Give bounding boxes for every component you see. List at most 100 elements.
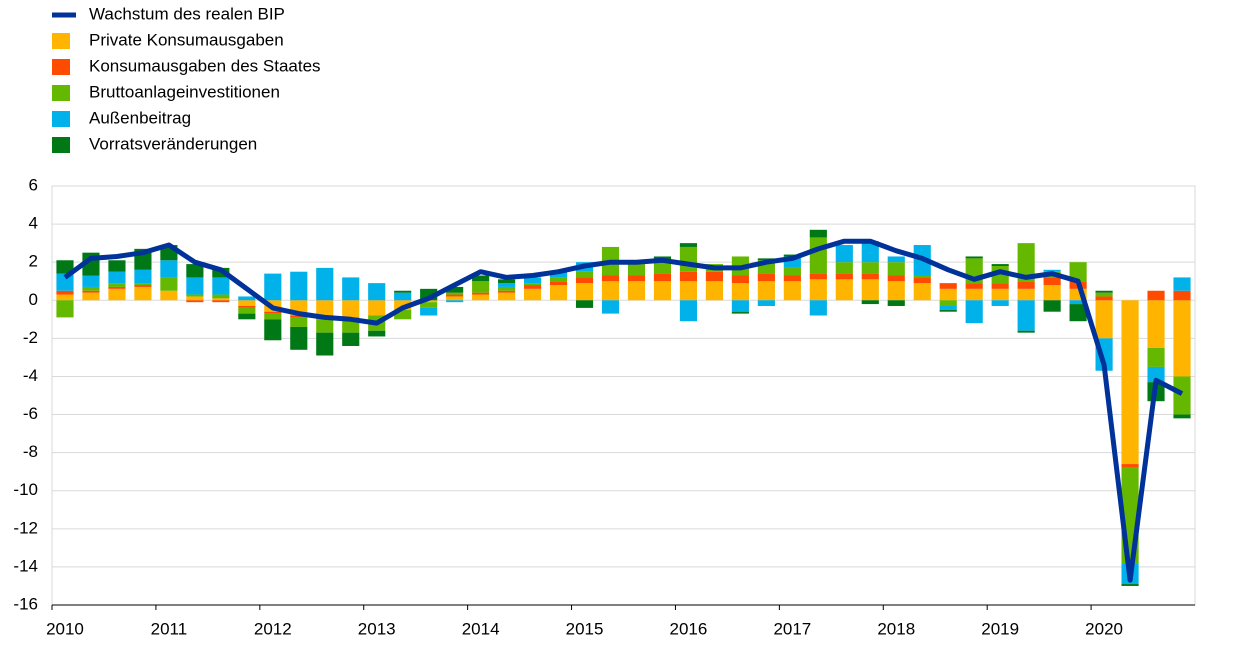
bar-segment: [264, 273, 282, 301]
bar-segment: [757, 281, 775, 301]
bar-segment: [420, 307, 438, 316]
bar-segment: [446, 286, 464, 293]
bar-segment: [420, 300, 438, 303]
y-tick-label: 6: [29, 175, 38, 194]
bar-segment: [679, 300, 698, 322]
bar-segment: [290, 271, 308, 301]
bar-segment: [939, 309, 957, 312]
bar-segment: [653, 262, 672, 274]
bar-segment: [472, 294, 490, 301]
bar-segment: [991, 300, 1009, 306]
bar-segment: [549, 277, 568, 282]
bar-segment: [783, 281, 801, 301]
bar-segment: [549, 281, 568, 286]
bar-segment: [653, 281, 672, 301]
y-tick-label: 4: [29, 214, 38, 233]
bar-segment: [498, 290, 516, 293]
bar-segment: [186, 300, 204, 303]
bar-segment: [991, 288, 1009, 301]
bar-segment: [731, 300, 749, 312]
bar-segment: [575, 271, 594, 278]
bar-segment: [887, 300, 905, 306]
y-tick-label: 0: [29, 290, 38, 309]
bar-segment: [1017, 300, 1035, 331]
bar-segment: [56, 273, 74, 291]
y-tick-label: -10: [13, 480, 38, 499]
bar-segment: [601, 300, 620, 314]
bar-segment: [1173, 277, 1191, 291]
y-tick-label: -6: [23, 404, 38, 423]
bar-segment: [394, 309, 412, 320]
bar-segment: [108, 271, 126, 284]
bar-segment: [1095, 300, 1113, 339]
bar-segment: [679, 271, 698, 282]
bar-segment: [1147, 366, 1165, 383]
bar-segment: [446, 296, 464, 301]
bar-segment: [575, 277, 594, 284]
bar-segment: [601, 281, 620, 301]
x-tick-label: 2012: [254, 619, 292, 638]
bar-segment: [783, 254, 801, 257]
bar-segment: [1069, 304, 1087, 322]
bar-segment: [913, 275, 931, 278]
bar-segment: [186, 277, 204, 295]
bar-segment: [264, 313, 282, 320]
bar-segment: [160, 260, 178, 278]
bar-segment: [783, 275, 801, 282]
bar-segment: [809, 237, 827, 274]
bar-segment: [939, 305, 957, 310]
legend-label: Wachstum des realen BIP: [89, 4, 285, 23]
bar-segment: [1017, 330, 1035, 333]
bar-segment: [108, 286, 126, 289]
bar-segment: [913, 277, 931, 284]
bar-segment: [1043, 269, 1061, 272]
bar-segment: [368, 283, 386, 301]
bar-segment: [627, 275, 646, 282]
bar-segment: [498, 279, 516, 284]
bar-segment: [56, 294, 74, 301]
bar-segment: [290, 317, 308, 327]
bar-segment: [212, 294, 230, 299]
bar-segment: [1147, 290, 1165, 301]
bar-segment: [316, 267, 334, 301]
x-tick-label: 2018: [877, 619, 915, 638]
bar-segment: [887, 262, 905, 276]
bar-segment: [134, 286, 152, 301]
bar-segment: [1095, 290, 1113, 293]
bar-segment: [757, 258, 775, 261]
bar-segment: [809, 279, 827, 301]
bar-segment: [1017, 281, 1035, 289]
bar-segment: [368, 330, 386, 337]
bar-segment: [82, 275, 100, 287]
bar-segment: [420, 302, 438, 308]
x-tick-label: 2015: [566, 619, 604, 638]
bar-segment: [238, 307, 256, 314]
bar-segment: [1121, 300, 1139, 465]
bar-segment: [56, 300, 74, 318]
bar-segment: [861, 273, 879, 280]
bar-segment: [1173, 290, 1191, 301]
y-tick-label: -14: [13, 556, 38, 575]
bar-segment: [1017, 243, 1035, 282]
bar-segment: [679, 243, 698, 247]
y-tick-label: -12: [13, 518, 38, 537]
bar-segment: [705, 271, 723, 282]
bar-segment: [290, 315, 308, 318]
bar-segment: [627, 264, 646, 276]
gdp-line: [63, 238, 1184, 583]
x-tick-label: 2017: [773, 619, 811, 638]
bar-segment: [861, 279, 879, 301]
bar-segment: [264, 311, 282, 314]
bar-segment: [420, 288, 438, 301]
bar-segment: [264, 319, 282, 341]
bar-segment: [1121, 464, 1139, 468]
bar-segment: [446, 292, 464, 295]
bar-segment: [212, 277, 230, 295]
y-tick-label: -16: [13, 594, 38, 613]
bar-segment: [939, 300, 957, 306]
bar-segment: [835, 279, 853, 301]
x-tick-label: 2011: [151, 619, 188, 638]
bar-segment: [601, 275, 620, 282]
y-tick-label: -2: [23, 328, 38, 347]
